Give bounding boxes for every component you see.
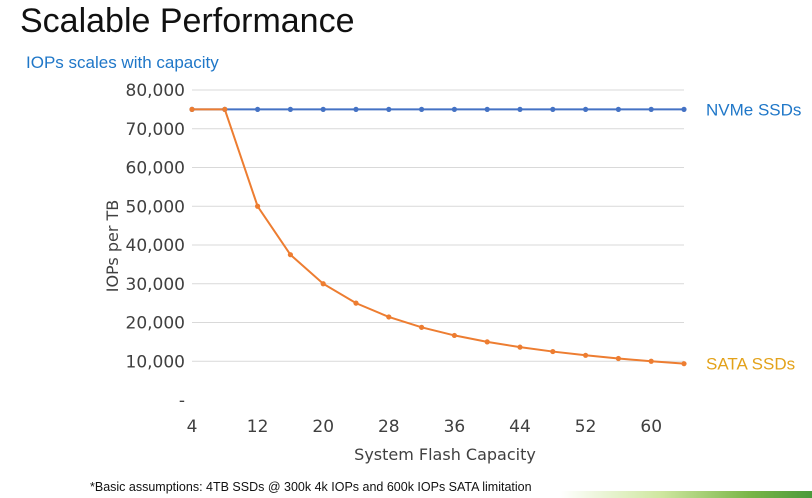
chart-gridlines [192, 89, 684, 362]
y-tick-label: 70,000 [126, 120, 185, 140]
y-tick-label: 60,000 [126, 159, 185, 179]
x-tick-label: 60 [640, 417, 662, 437]
data-point [681, 361, 687, 367]
x-tick-label: 52 [575, 417, 597, 437]
x-tick-label: 4 [187, 417, 198, 437]
x-tick-labels: 4 12 20 28 36 44 52 60 [187, 417, 662, 437]
data-point [255, 203, 261, 209]
data-point [615, 106, 622, 112]
data-point [255, 106, 261, 112]
y-tick-label: 40,000 [126, 236, 185, 256]
data-point [484, 106, 490, 112]
y-axis-label: IOPs per TB [103, 200, 122, 293]
data-point [287, 252, 293, 258]
data-point [320, 106, 326, 112]
series-label-nvme: NVMe SSDs [706, 100, 801, 119]
data-point [451, 332, 457, 339]
y-tick-label: 10,000 [126, 352, 185, 372]
data-point [648, 106, 654, 112]
data-point [419, 324, 425, 330]
x-tick-label: 36 [444, 417, 466, 437]
slide-subtitle: IOPs scales with capacity [26, 53, 219, 72]
data-point [222, 106, 228, 112]
data-point [189, 106, 195, 112]
x-tick-label: 44 [509, 417, 531, 437]
data-point [419, 106, 425, 112]
data-point [583, 352, 589, 358]
decorative-gradient-bar [560, 491, 812, 498]
x-tick-label: 28 [378, 417, 400, 437]
data-point [386, 314, 392, 320]
y-tick-label: 20,000 [126, 314, 185, 334]
data-point [353, 300, 359, 306]
data-point [615, 355, 622, 362]
data-point [517, 344, 523, 350]
y-tick-label: 80,000 [126, 81, 185, 101]
data-point [353, 106, 359, 112]
footnote: *Basic assumptions: 4TB SSDs @ 300k 4k I… [90, 480, 532, 494]
slide-title: Scalable Performance [20, 2, 355, 40]
data-point [648, 358, 654, 364]
data-point [451, 106, 457, 112]
series-points [189, 106, 687, 367]
data-point [320, 281, 326, 287]
y-tick-labels: - 10,000 20,000 30,000 40,000 50,000 60,000 70,… [126, 81, 185, 411]
data-point [550, 106, 556, 112]
x-axis-label: System Flash Capacity [354, 445, 536, 464]
data-point [386, 106, 392, 112]
x-tick-label: 20 [312, 417, 334, 437]
series-labels: NVMe SSDs SATA SSDs [706, 100, 801, 373]
data-point [681, 106, 687, 112]
data-point [484, 339, 490, 345]
y-tick-label: 30,000 [126, 275, 185, 295]
data-point [287, 106, 293, 112]
series-label-sata: SATA SSDs [706, 355, 795, 374]
y-tick-label: - [179, 391, 185, 411]
data-point [517, 106, 523, 112]
data-point [583, 106, 589, 112]
y-tick-label: 50,000 [126, 197, 185, 217]
x-tick-label: 12 [247, 417, 269, 437]
series-line-sata [192, 108, 685, 365]
data-point [550, 348, 556, 355]
series-lines [192, 108, 685, 365]
